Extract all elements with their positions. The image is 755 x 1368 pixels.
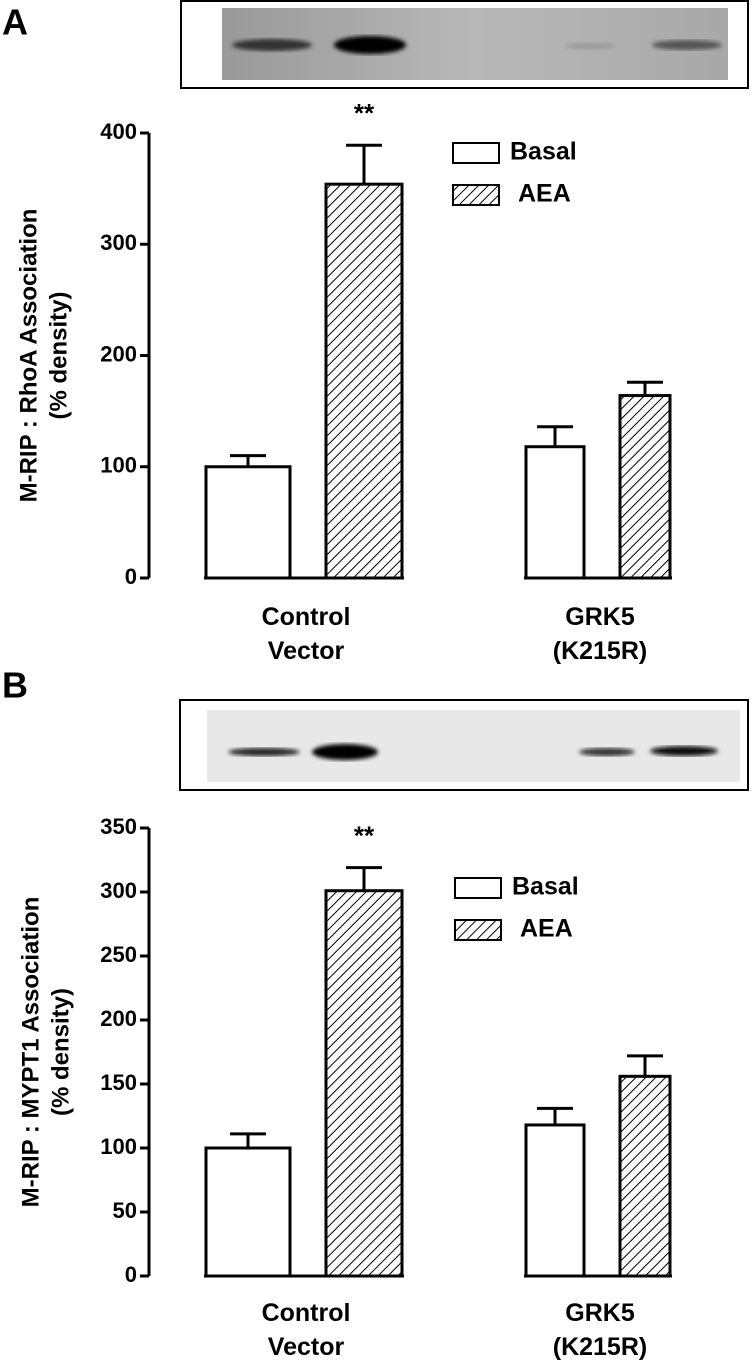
y-tick-label: 0 — [125, 564, 137, 589]
y-tick-label: 200 — [100, 341, 137, 366]
y-axis-label: M-RIP : MYPT1 Association — [17, 897, 44, 1208]
y-tick-label: 350 — [100, 814, 137, 839]
blot-image — [179, 699, 749, 791]
panel-label: A — [2, 2, 28, 43]
legend-swatch — [452, 142, 500, 164]
y-tick-label: 400 — [100, 119, 137, 144]
legend-swatch — [454, 877, 502, 899]
error-bar — [230, 1132, 266, 1148]
blot-image — [180, 0, 749, 89]
y-tick-label: 50 — [113, 1198, 137, 1223]
y-tick-label: 300 — [100, 230, 137, 255]
bar — [524, 445, 586, 580]
y-axis-label: M-RIP : RhoA Association — [15, 209, 42, 503]
error-bar — [537, 1106, 573, 1125]
y-axis-label: (% density) — [47, 988, 74, 1116]
bar — [618, 1074, 672, 1278]
legend-label: AEA — [518, 180, 571, 208]
significance-label: ** — [354, 821, 375, 851]
bar — [324, 889, 404, 1278]
y-tick-label: 250 — [100, 942, 137, 967]
bar — [618, 394, 672, 580]
error-bar — [346, 866, 382, 891]
y-axis-label: (% density) — [45, 291, 72, 419]
bar — [524, 1123, 586, 1278]
bar — [324, 182, 404, 580]
error-bar — [346, 143, 382, 185]
panel-label: B — [2, 665, 28, 706]
y-tick-label: 0 — [125, 1262, 137, 1287]
error-bar — [627, 1054, 663, 1077]
y-tick-label: 100 — [100, 453, 137, 478]
significance-label: ** — [354, 98, 375, 128]
x-tick-label: GRK5 (K215R) — [552, 1299, 648, 1361]
y-tick-label: 100 — [100, 1134, 137, 1159]
x-tick-label: GRK5 (K215R) — [552, 603, 648, 665]
x-tick-label: Control Vector — [261, 1299, 351, 1361]
y-tick-label: 150 — [100, 1070, 137, 1095]
bar — [204, 465, 292, 580]
error-bar — [627, 380, 663, 396]
legend-label: AEA — [520, 915, 573, 943]
legend-swatch — [452, 184, 500, 206]
y-tick-label: 300 — [100, 878, 137, 903]
legend-swatch — [454, 919, 502, 941]
error-bar — [537, 425, 573, 447]
legend-label: Basal — [512, 873, 579, 901]
bar — [204, 1146, 292, 1278]
x-tick-label: Control Vector — [261, 603, 351, 665]
y-tick-label: 200 — [100, 1006, 137, 1031]
error-bar — [230, 454, 266, 467]
legend-label: Basal — [510, 138, 577, 166]
